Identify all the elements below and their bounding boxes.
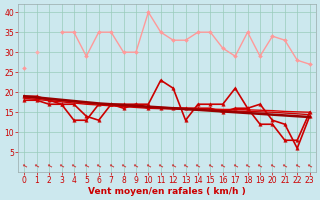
Text: ←: ← [21,162,28,169]
Text: ←: ← [244,162,251,169]
Text: ←: ← [132,162,140,169]
Text: ←: ← [182,162,189,169]
Text: ←: ← [70,162,77,169]
Text: ←: ← [306,162,313,169]
Text: ←: ← [33,162,40,169]
Text: ←: ← [257,162,264,169]
Text: ←: ← [207,162,214,169]
Text: ←: ← [281,162,288,169]
Text: ←: ← [219,162,226,169]
Text: ←: ← [108,162,115,169]
Text: ←: ← [120,162,127,169]
Text: ←: ← [170,162,177,169]
Text: ←: ← [45,162,52,169]
Text: ←: ← [58,162,65,169]
Text: ←: ← [95,162,102,169]
Text: ←: ← [83,162,90,169]
Text: ←: ← [232,162,239,169]
Text: ←: ← [157,162,164,169]
Text: ←: ← [145,162,152,169]
Text: ←: ← [294,162,301,169]
X-axis label: Vent moyen/en rafales ( km/h ): Vent moyen/en rafales ( km/h ) [88,187,246,196]
Text: ←: ← [269,162,276,169]
Text: ←: ← [195,162,202,169]
